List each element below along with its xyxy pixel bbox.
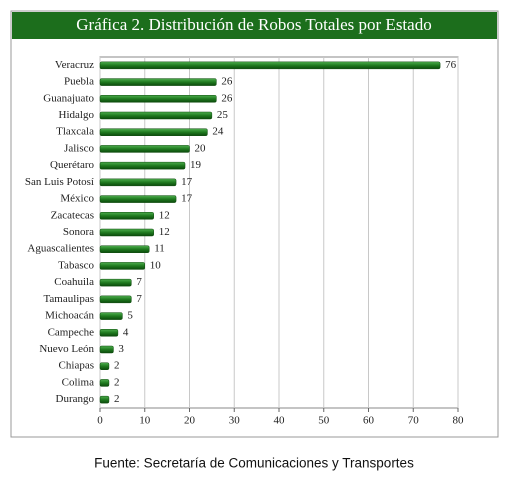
data-label: 10 — [150, 259, 162, 271]
data-label: 2 — [114, 360, 120, 372]
data-label: 24 — [212, 126, 224, 138]
bar — [99, 128, 208, 136]
y-tick-label: Sonora — [63, 226, 94, 238]
y-tick-label: Veracruz — [55, 59, 94, 71]
bar — [99, 195, 177, 203]
bar — [99, 278, 132, 287]
y-tick-label: Colima — [62, 376, 95, 388]
data-label: 7 — [136, 293, 142, 305]
y-tick-label: Aguascalientes — [27, 243, 94, 255]
bar — [99, 362, 110, 370]
bar — [99, 78, 217, 86]
data-label: 5 — [127, 310, 133, 322]
y-tick-label: Hidalgo — [59, 109, 95, 121]
data-label: 76 — [445, 59, 457, 71]
y-tick-label: Chiapas — [59, 360, 94, 372]
y-tick-label: Tamaulipas — [43, 293, 94, 305]
bar — [99, 312, 123, 320]
y-tick-label: Tabasco — [58, 259, 94, 271]
data-label: 12 — [159, 226, 170, 238]
data-label: 7 — [136, 276, 142, 288]
bar — [99, 95, 217, 103]
y-tick-label: Tlaxcala — [56, 126, 94, 138]
bar — [99, 379, 110, 387]
y-tick-label: Campeche — [48, 326, 95, 338]
data-label: 11 — [154, 243, 165, 255]
y-tick-label: Coahuila — [54, 276, 94, 288]
x-tick-label: 40 — [274, 415, 286, 427]
bar — [99, 245, 150, 253]
data-label: 19 — [190, 159, 202, 171]
bar — [99, 295, 132, 304]
y-tick-label: Querétaro — [50, 159, 94, 171]
bar — [99, 161, 186, 170]
y-tick-label: San Luis Potosí — [25, 176, 94, 188]
chart-title: Gráfica 2. Distribución de Robos Totales… — [76, 15, 431, 34]
data-label: 17 — [181, 176, 193, 188]
bar — [99, 111, 213, 120]
data-label: 2 — [114, 376, 120, 388]
bar — [99, 329, 119, 337]
title-bar — [12, 12, 497, 39]
data-label: 25 — [217, 109, 229, 121]
x-tick-label: 50 — [318, 415, 330, 427]
bar — [99, 228, 154, 237]
data-label: 2 — [114, 393, 120, 405]
bar — [99, 145, 190, 153]
data-label: 26 — [221, 76, 233, 88]
y-tick-label: Nuevo León — [39, 343, 94, 355]
bar — [99, 345, 114, 354]
y-tick-label: Zacatecas — [51, 209, 94, 221]
data-label: 12 — [159, 209, 170, 221]
x-tick-label: 10 — [139, 415, 151, 427]
bar — [99, 178, 177, 187]
y-tick-label: México — [60, 193, 94, 205]
x-tick-label: 70 — [408, 415, 420, 427]
y-tick-label: Michoacán — [45, 310, 94, 322]
y-tick-label: Puebla — [64, 76, 94, 88]
bar — [99, 395, 110, 404]
data-label: 26 — [221, 92, 233, 104]
y-tick-label: Durango — [56, 393, 95, 405]
y-tick-label: Guanajuato — [43, 92, 94, 104]
data-label: 4 — [123, 326, 129, 338]
data-label: 20 — [195, 142, 207, 154]
x-tick-label: 30 — [229, 415, 241, 427]
x-tick-label: 0 — [97, 415, 103, 427]
x-tick-label: 80 — [453, 415, 465, 427]
bar — [99, 212, 154, 220]
source-note: Fuente: Secretaría de Comunicaciones y T… — [94, 456, 414, 471]
bar — [99, 262, 145, 270]
x-tick-label: 60 — [363, 415, 375, 427]
data-label: 3 — [118, 343, 124, 355]
y-tick-label: Jalisco — [64, 142, 94, 154]
x-tick-label: 20 — [184, 415, 196, 427]
bar — [99, 61, 441, 70]
data-label: 17 — [181, 193, 193, 205]
